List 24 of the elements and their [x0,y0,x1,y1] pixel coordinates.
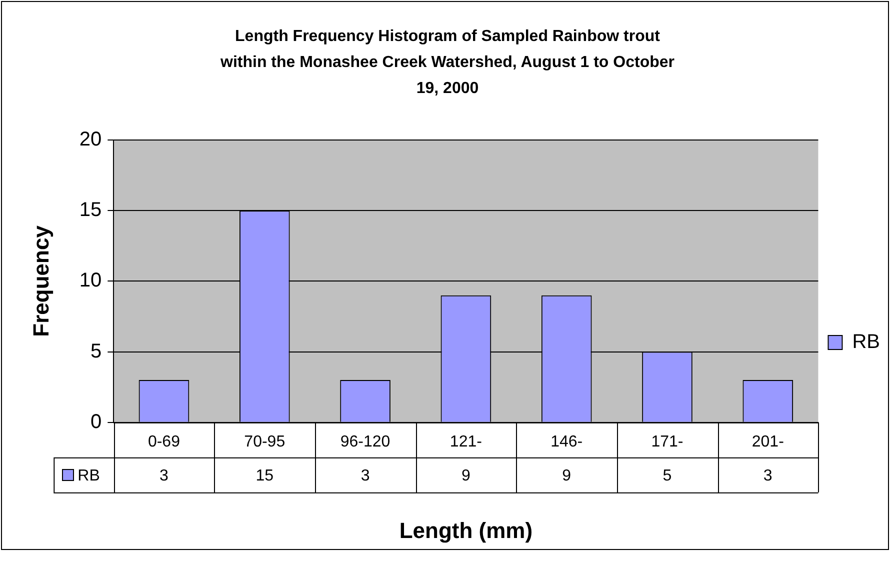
x-tick-label: 121- [450,433,482,450]
x-axis-title: Length (mm) [399,518,533,543]
data-label: 3 [763,467,772,484]
x-tick-label: 96-120 [340,433,390,450]
y-tick-label: 10 [79,270,102,292]
y-tick-label: 0 [90,410,102,433]
data-label: 5 [662,467,672,484]
y-tick-label: 5 [90,340,102,362]
data-label: 9 [562,467,572,484]
x-tick-label: 146- [550,433,583,450]
x-tick-label: 201- [752,433,784,450]
x-tick-label: 0-69 [148,433,180,450]
legend-label: RB [852,331,880,354]
y-axis-title: Frequency [28,224,54,337]
chart-title: Length Frequency Histogram of Sampled Rainbow trout within the Monashee Creek Watershed, August 1 to October 19, 2000 [220,27,676,99]
y-tick-label: 15 [79,199,102,222]
data-label: 9 [461,467,470,484]
x-tick-label: 171- [651,433,684,450]
data-label: 3 [360,467,370,484]
data-label: 3 [160,467,169,484]
y-tick-label: 20 [79,128,102,151]
data-label: 15 [256,467,274,484]
text: RB [78,467,100,484]
x-tick-label: 70-95 [244,433,286,450]
